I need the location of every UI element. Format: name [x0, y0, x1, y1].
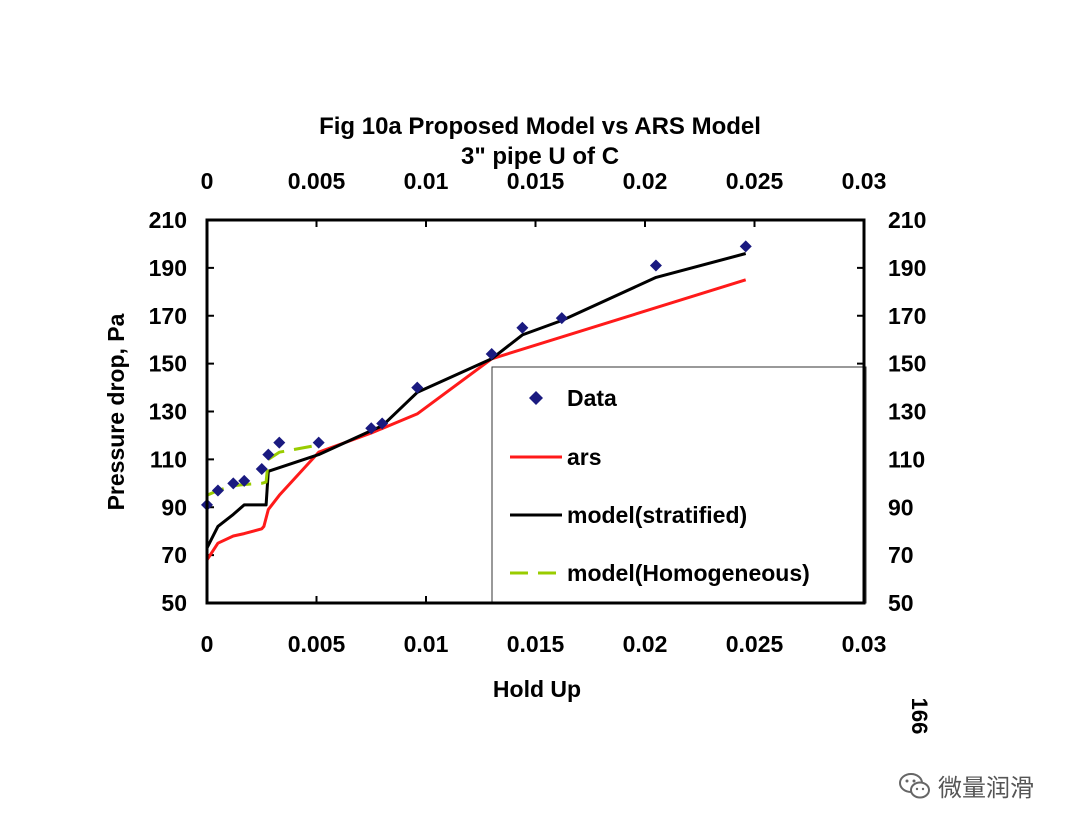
series-line-model-stratified [205, 252, 747, 549]
right-y-tick-label: 110 [888, 446, 925, 472]
data-point [485, 348, 498, 361]
data-point [739, 240, 752, 253]
right-y-tick-label: 190 [888, 255, 926, 281]
y-tick-label: 110 [150, 446, 187, 472]
chart-subtitle: 3" pipe U of C [461, 143, 619, 170]
data-point [649, 259, 662, 272]
right-y-tick-label: 130 [888, 399, 926, 425]
right-y-tick-label: 150 [888, 351, 926, 377]
top-x-tick-label: 0.03 [842, 168, 887, 194]
series-points [201, 240, 752, 511]
top-x-tick-label: 0.02 [623, 168, 668, 194]
data-point [376, 417, 389, 430]
y-tick-label: 170 [149, 303, 187, 329]
legend-label-model-homogeneous: model(Homogeneous) [567, 560, 810, 586]
chart-title: Fig 10a Proposed Model vs ARS Model [319, 113, 761, 140]
y-axis-ticks: 50 70 90 110 130 150 170 190 210 [149, 207, 214, 616]
data-point [238, 474, 251, 487]
data-point [555, 312, 568, 325]
y-tick-label: 130 [149, 399, 187, 425]
data-point [365, 422, 378, 435]
watermark: 微量润滑 [898, 768, 1034, 803]
right-y-tick-label: 50 [888, 590, 914, 616]
x-tick-label: 0.02 [623, 631, 668, 657]
series-line-ars [205, 278, 747, 561]
top-x-tick-label: 0.01 [404, 168, 449, 194]
data-point [273, 436, 286, 449]
top-x-tick-label: 0.005 [288, 168, 346, 194]
x-tick-label: 0.005 [288, 631, 346, 657]
right-y-tick-label: 170 [888, 303, 926, 329]
x-tick-label: 0.03 [842, 631, 887, 657]
legend-label-model-stratified: model(stratified) [567, 502, 747, 528]
y-tick-label: 70 [161, 542, 187, 568]
top-x-tick-label: 0.015 [507, 168, 565, 194]
data-point [262, 448, 275, 461]
y-tick-label: 90 [161, 494, 187, 520]
y-axis-label: Pressure drop, Pa [103, 313, 129, 510]
data-point [211, 484, 224, 497]
legend-swatch-data [529, 391, 543, 405]
right-y-tick-label: 90 [888, 494, 914, 520]
x-tick-label: 0 [201, 631, 214, 657]
plot-frame [205, 218, 866, 605]
x-axis-label: Hold Up [493, 676, 581, 702]
data-point [411, 381, 424, 394]
data-point [516, 321, 529, 334]
data-point [312, 436, 325, 449]
x-axis-ticks: 0 0.005 0.01 0.015 0.02 0.025 0.03 [201, 596, 887, 657]
data-point [255, 462, 268, 475]
y-tick-label: 50 [161, 590, 187, 616]
y-tick-label: 190 [149, 255, 187, 281]
y-tick-label: 210 [149, 207, 187, 233]
right-y-axis-ticks: 50 70 90 110 130 150 170 190 210 [857, 207, 926, 616]
top-x-tick-label: 0 [201, 168, 214, 194]
watermark-text: 微量润滑 [938, 774, 1034, 802]
legend-box [491, 366, 867, 604]
series-line-model-homogeneous [206, 443, 319, 497]
x-tick-label: 0.025 [726, 631, 784, 657]
y-tick-label: 150 [149, 351, 187, 377]
series-lines [205, 252, 747, 561]
top-x-tick-label: 0.025 [726, 168, 784, 194]
right-y-tick-label: 210 [888, 207, 926, 233]
wechat-icon [899, 772, 930, 798]
legend-label-data: Data [567, 385, 617, 411]
x-tick-label: 0.015 [507, 631, 565, 657]
x-tick-label: 0.01 [404, 631, 449, 657]
legend: Data ars model(stratified) model(Homogeneou… [510, 385, 810, 586]
top-x-axis-ticks: 0 0.005 0.01 0.015 0.02 0.025 0.03 [201, 168, 887, 227]
legend-label-ars: ars [567, 444, 602, 470]
page-number: 166 [907, 698, 932, 735]
data-point [227, 477, 240, 490]
right-y-tick-label: 70 [888, 542, 914, 568]
